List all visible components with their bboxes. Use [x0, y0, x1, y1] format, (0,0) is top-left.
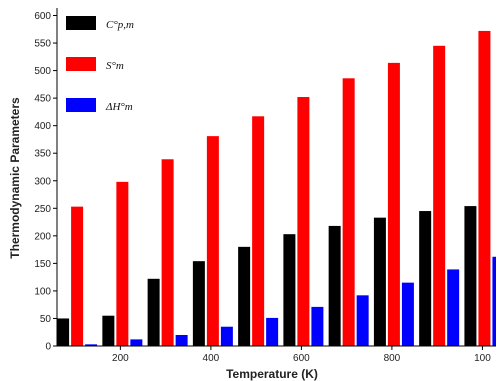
bar-300-series-1 — [161, 159, 174, 346]
bar-1000-series-0 — [464, 206, 477, 346]
legend: C°p,m S°m ΔH°m — [66, 16, 134, 113]
bar-200-series-2 — [130, 339, 143, 346]
y-tick-label-100: 100 — [34, 286, 51, 297]
bar-100-series-0 — [57, 318, 70, 346]
legend-swatch-0 — [66, 16, 96, 30]
x-tick-label-0: 200 — [112, 353, 129, 364]
bar-800-series-2 — [401, 282, 414, 346]
y-tick-label-0: 0 — [45, 342, 51, 353]
x-tick-label-1: 400 — [203, 353, 220, 364]
bar-700-series-0 — [328, 225, 341, 346]
bar-700-series-1 — [342, 78, 355, 346]
bar-100-series-1 — [71, 206, 84, 346]
y-tick-label-500: 500 — [34, 66, 51, 77]
bar-600-series-0 — [283, 234, 296, 346]
bar-200-series-0 — [102, 315, 115, 346]
x-tick-label-2: 600 — [293, 353, 310, 364]
bar-900-series-2 — [447, 269, 460, 346]
bar-900-series-1 — [433, 45, 446, 346]
bar-800-series-1 — [387, 62, 400, 346]
y-tick-label-400: 400 — [34, 121, 51, 132]
bar-1000-series-2 — [492, 256, 496, 346]
x-tick-label-3: 800 — [384, 353, 401, 364]
bar-500-series-0 — [238, 246, 251, 346]
bar-100-series-2 — [85, 344, 98, 346]
y-tick-label-600: 600 — [34, 11, 51, 22]
x-tick-label-4: 100 — [474, 353, 491, 364]
y-tick-label-200: 200 — [34, 231, 51, 242]
y-tick-label-550: 550 — [34, 39, 51, 50]
bar-700-series-2 — [356, 295, 369, 346]
plot-area — [57, 30, 496, 346]
bar-500-series-1 — [252, 116, 265, 346]
y-tick-label-150: 150 — [34, 259, 51, 270]
legend-swatch-2 — [66, 98, 96, 112]
y-ticks: 0 50 100 150 200 250 300 350 400 450 500 550 600 — [34, 11, 57, 353]
y-tick-label-350: 350 — [34, 149, 51, 160]
legend-label-2: ΔH°m — [105, 101, 133, 113]
bar-400-series-2 — [220, 326, 233, 346]
bar-1000-series-1 — [478, 30, 491, 346]
bar-400-series-1 — [206, 136, 219, 346]
legend-swatch-1 — [66, 57, 96, 71]
x-axis-title: Temperature (K) — [226, 367, 318, 381]
y-tick-label-300: 300 — [34, 176, 51, 187]
bar-500-series-2 — [266, 317, 279, 346]
bar-400-series-0 — [192, 261, 205, 346]
y-tick-label-250: 250 — [34, 204, 51, 215]
bar-200-series-1 — [116, 181, 129, 346]
y-tick-label-50: 50 — [40, 314, 52, 325]
legend-label-1: S°m — [106, 60, 124, 72]
x-ticks: 200 400 600 800 100 — [112, 346, 491, 364]
bar-600-series-1 — [297, 97, 310, 346]
y-tick-label-450: 450 — [34, 94, 51, 105]
bar-300-series-0 — [147, 278, 160, 346]
axes — [56, 8, 496, 347]
bar-600-series-2 — [311, 306, 324, 346]
legend-label-0: C°p,m — [106, 19, 134, 31]
bar-900-series-0 — [419, 211, 432, 346]
bar-800-series-0 — [373, 217, 386, 346]
y-axis-title: Thermodynamic Parameters — [8, 97, 22, 259]
bar-300-series-2 — [175, 334, 188, 346]
